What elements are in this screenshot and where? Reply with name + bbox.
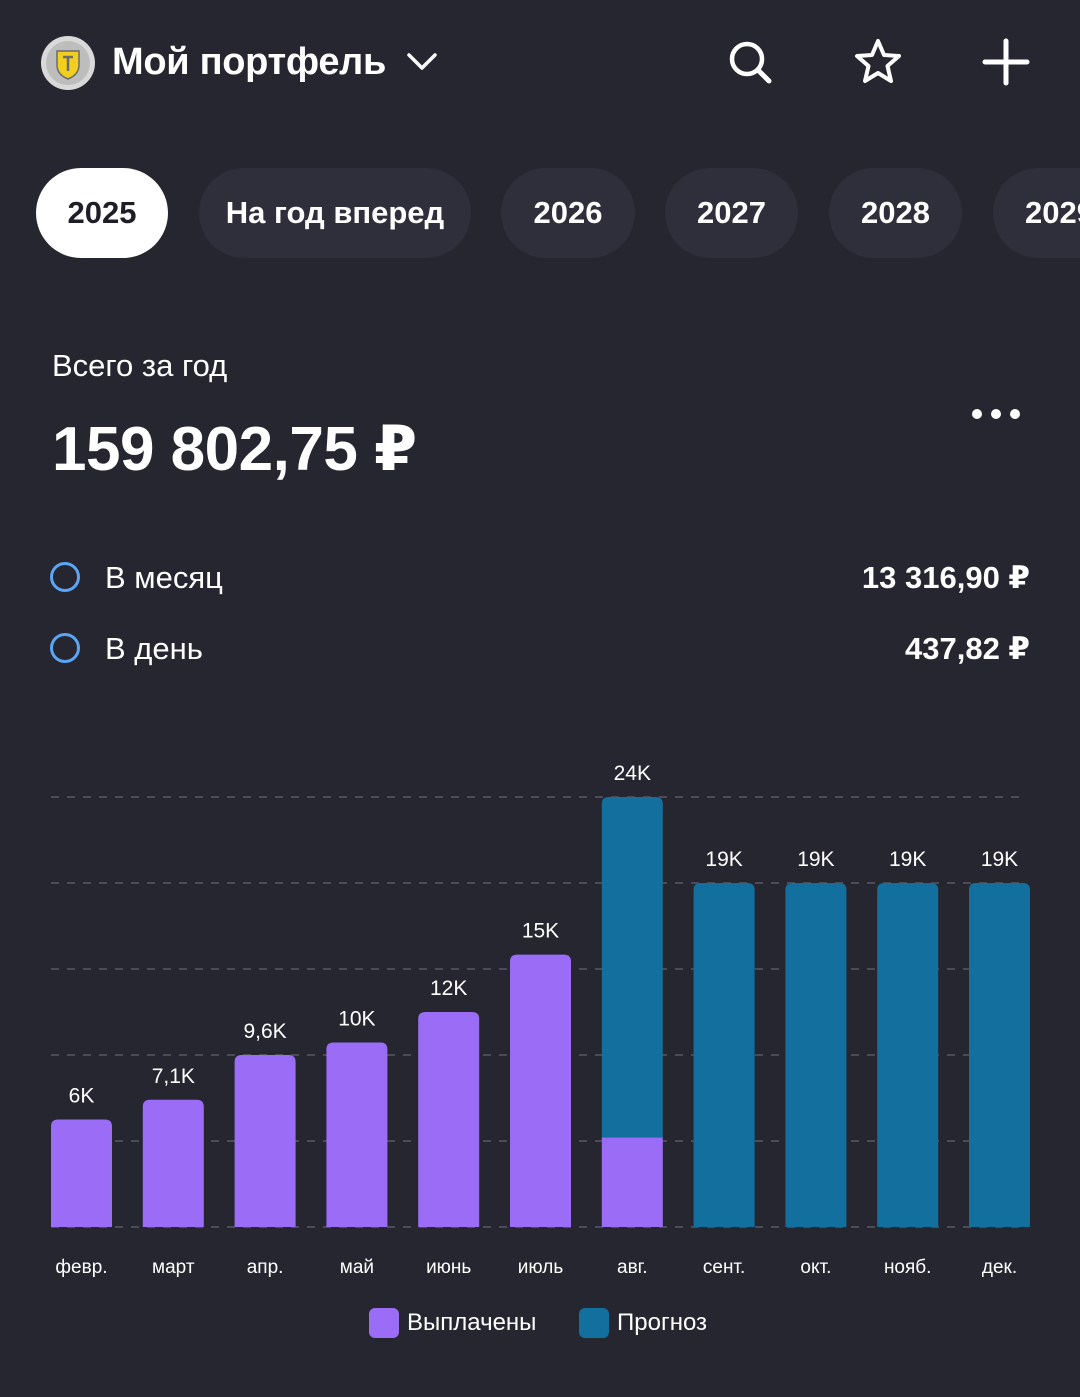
- x-tick-label: май: [340, 1257, 374, 1278]
- bar-value-label: 10K: [338, 1007, 375, 1030]
- bar-paid-segment: [142, 1099, 204, 1227]
- x-tick-label: нояб.: [884, 1257, 932, 1278]
- legend-forecast[interactable]: Прогноз: [579, 1306, 707, 1340]
- x-tick-label: июнь: [426, 1257, 471, 1278]
- bank-logo-icon[interactable]: [40, 35, 96, 91]
- bar-value-label: 19K: [889, 848, 926, 871]
- bar-paid-segment: [51, 1119, 112, 1227]
- bar-paid-segment: [326, 1042, 388, 1227]
- dividends-chart: 6K февр. 7,1K март 9,6K апр. 10K май 12K июнь 15K и…: [51, 762, 1030, 1278]
- bar-value-label: 12K: [430, 977, 467, 1000]
- per-day-label: В день: [105, 631, 203, 666]
- x-tick-label: апр.: [247, 1257, 284, 1278]
- per-month-row: В месяц 13 316,90 ₽: [50, 556, 1030, 604]
- per-month-radio-icon[interactable]: [50, 562, 80, 592]
- tab-2026[interactable]: 2026: [501, 168, 635, 258]
- search-icon[interactable]: [724, 36, 776, 88]
- bar-forecast-segment: [601, 797, 663, 1138]
- legend-forecast-label: Прогноз: [617, 1309, 708, 1336]
- x-tick-label: авг.: [617, 1257, 648, 1278]
- bar-paid-segment: [601, 1137, 663, 1227]
- portfolio-title[interactable]: Мой портфель: [112, 41, 387, 83]
- legend-paid-swatch: [369, 1308, 399, 1338]
- legend-paid[interactable]: Выплачены: [369, 1306, 536, 1340]
- bar-value-label: 19K: [981, 848, 1018, 871]
- bar-value-label: 19K: [705, 848, 742, 871]
- per-month-value: 13 316,90 ₽: [861, 560, 1030, 595]
- legend-paid-label: Выплачены: [407, 1309, 537, 1336]
- plus-icon[interactable]: [980, 36, 1032, 88]
- star-icon[interactable]: [852, 36, 904, 88]
- x-tick-label: июль: [518, 1257, 564, 1278]
- tab-2027[interactable]: 2027: [665, 168, 798, 258]
- x-tick-label: март: [152, 1257, 195, 1278]
- bar-paid-segment: [510, 954, 571, 1227]
- bar-forecast-segment: [877, 883, 939, 1227]
- bar-forecast-segment: [969, 883, 1030, 1227]
- year-tabs: 2025 На год вперед 2026 2027 2028 2029: [0, 168, 1080, 260]
- per-day-row: В день 437,82 ₽: [50, 627, 1030, 675]
- bar-value-label: 24K: [614, 762, 651, 785]
- per-month-label: В месяц: [105, 560, 223, 595]
- bar-value-label: 6K: [69, 1085, 95, 1108]
- total-value: 159 802,75 ₽: [52, 415, 417, 484]
- tab-2028[interactable]: 2028: [829, 168, 962, 258]
- tab-year-ahead[interactable]: На год вперед: [199, 168, 471, 258]
- x-tick-label: февр.: [55, 1257, 107, 1278]
- bar-forecast-segment: [785, 883, 847, 1227]
- tab-2029[interactable]: 2029: [993, 168, 1080, 258]
- bar-paid-segment: [418, 1012, 480, 1227]
- bar-forecast-segment: [693, 883, 755, 1227]
- total-label: Всего за год: [52, 348, 228, 383]
- legend-forecast-swatch: [579, 1308, 609, 1338]
- bar-value-label: 9,6K: [243, 1020, 286, 1043]
- x-tick-label: окт.: [800, 1257, 831, 1278]
- app-header: Мой портфель: [0, 0, 1080, 125]
- per-day-radio-icon[interactable]: [50, 633, 80, 663]
- per-day-value: 437,82 ₽: [905, 631, 1030, 666]
- bar-value-label: 19K: [797, 848, 834, 871]
- bar-paid-segment: [234, 1055, 296, 1227]
- x-tick-label: сент.: [703, 1257, 745, 1278]
- x-tick-label: дек.: [982, 1257, 1017, 1278]
- bar-value-label: 7,1K: [152, 1065, 195, 1088]
- bar-value-label: 15K: [522, 920, 559, 943]
- chevron-down-icon[interactable]: [404, 44, 440, 80]
- more-options-icon[interactable]: [964, 398, 1028, 430]
- tab-2025[interactable]: 2025: [36, 168, 168, 258]
